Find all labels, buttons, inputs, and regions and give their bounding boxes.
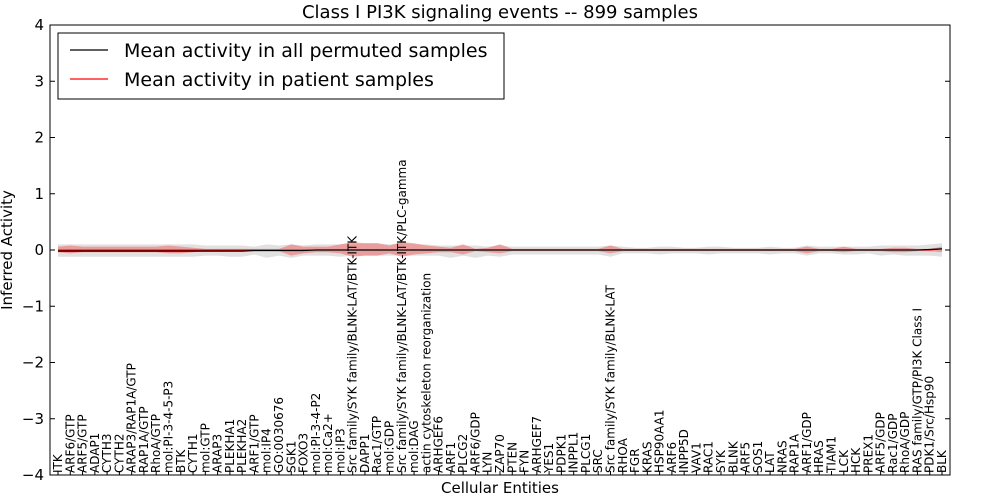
x-category-label: VAV1 <box>689 442 703 473</box>
x-category-label: BLK <box>935 449 949 473</box>
x-category-label: ARF6/GTP <box>63 414 77 473</box>
x-category-label: ITK <box>51 453 65 473</box>
x-category-label: SGK1 <box>284 441 298 473</box>
x-category-label: ARHGEF7 <box>530 416 544 473</box>
x-category-label: FGR <box>628 448 642 473</box>
legend-box <box>57 32 505 100</box>
x-category-label: Rac1/GDP <box>886 414 900 473</box>
x-category-label: INPPL1 <box>567 432 581 473</box>
x-category-label: YES1 <box>542 443 556 474</box>
x-category-label: CYTH2 <box>112 434 126 474</box>
y-tick-label: −2 <box>22 354 44 372</box>
x-category-label: Src family/SYK family/BLNK-LAT/BTK-ITK <box>346 235 360 473</box>
y-tick-label: −3 <box>22 410 44 428</box>
series-layer <box>58 248 943 252</box>
x-category-label: mol:IP3 <box>333 428 347 473</box>
y-tick-label: 1 <box>34 185 44 203</box>
x-category-label: PTEN <box>505 442 519 473</box>
x-category-label: SYK <box>714 449 728 473</box>
x-category-label: BTK <box>174 448 188 473</box>
x-category-label: HRAS <box>812 440 826 473</box>
x-category-label: mol:GTP <box>198 423 212 473</box>
x-category-label: ARAP3/RAP1A/GTP <box>125 363 139 473</box>
x-category-label: NRAS <box>775 440 789 473</box>
x-category-label: ZAP70 <box>493 434 507 473</box>
x-category-label: Src family/SYK family/BLNK-LAT/BTK-ITK/P… <box>395 159 409 473</box>
x-category-label: ARF5/GDP <box>874 412 888 473</box>
x-category-label: HCK <box>849 447 863 473</box>
y-tick-label: 2 <box>34 129 44 147</box>
x-category-label: mol:Ca2+ <box>321 413 335 473</box>
x-category-label: ARHGEF6 <box>432 416 446 473</box>
x-category-label: mol:IP4 <box>260 428 274 473</box>
x-category-label: LAT <box>763 451 777 473</box>
x-category-label: FYN <box>518 450 532 473</box>
x-category-label: actin cytoskeleton reorganization <box>419 273 433 473</box>
x-category-label: RhoA/GDP <box>898 412 912 473</box>
x-category-label: PDK1/Src/Hsp90 <box>923 376 937 473</box>
series-line-0 <box>58 248 943 252</box>
x-category-label: KRAS <box>640 441 654 473</box>
x-category-label: CYTH3 <box>100 434 114 474</box>
y-tick-label: 0 <box>34 241 44 259</box>
x-category-label: RHOA <box>616 437 630 473</box>
x-category-label: ARF1/GDP <box>800 412 814 473</box>
x-category-label: ARF6/GDP <box>468 412 482 473</box>
x-category-label: HSP90AA1 <box>653 409 667 473</box>
x-category-label: ARF1 <box>444 442 458 473</box>
x-category-label: RAS family/GTP/PI3K Class I <box>910 308 924 473</box>
x-category-label: CYTH1 <box>186 434 200 474</box>
x-category-label: GO:0030676 <box>272 397 286 473</box>
x-category-label: DAPP1 <box>358 434 372 473</box>
x-category-label: RAP1A <box>788 433 802 473</box>
x-category-label: ARF1/GTP <box>247 414 261 473</box>
x-category-label: FOXO3 <box>297 433 311 473</box>
y-tick-label: −4 <box>22 466 44 484</box>
x-category-label: BLNK <box>726 440 740 473</box>
x-category-label: Rac1/GTP <box>370 416 384 473</box>
legend-entry-patient: Mean activity in patient samples <box>124 69 434 91</box>
x-category-label: SRC <box>591 449 605 473</box>
x-category-label: LCK <box>837 449 851 473</box>
legend-entry-permuted: Mean activity in all permuted samples <box>124 40 487 62</box>
x-category-label: mol:PI-3-4-P2 <box>309 393 323 473</box>
y-axis: −4 −3 −2 −1 0 1 2 3 4 <box>22 16 950 484</box>
y-axis-label: Inferred Activity <box>0 190 16 310</box>
x-category-label: mol:GDP <box>383 421 397 473</box>
x-category-label: PLEKHA2 <box>235 419 249 473</box>
y-tick-label: 4 <box>34 16 44 34</box>
x-category-label: ARF6 <box>665 442 679 473</box>
x-category-label: mol:DAG <box>407 420 421 473</box>
x-axis-label: Cellular Entities <box>441 479 559 497</box>
y-tick-label: −1 <box>22 297 44 315</box>
x-category-label: TIAM1 <box>825 436 839 474</box>
x-category-label: PREX1 <box>861 434 875 473</box>
x-category-label: ADAP1 <box>88 433 102 473</box>
x-category-label: PLCG1 <box>579 434 593 473</box>
x-category-label: ARF5/GTP <box>76 414 90 473</box>
chart-title: Class I PI3K signaling events -- 899 sam… <box>302 2 698 23</box>
x-category-label: PLCG2 <box>456 434 470 473</box>
x-category-label: PLEKHA1 <box>223 419 237 473</box>
x-category-label: RAP1A/GTP <box>137 406 151 473</box>
x-category-label: RhoA/GTP <box>149 414 163 473</box>
x-category-label: LYN <box>481 452 495 473</box>
x-category-label: mol:PI-3-4-5-P3 <box>162 381 176 473</box>
x-category-label: PDPK1 <box>554 434 568 473</box>
plot-frame <box>49 24 951 476</box>
x-category-label: ARF5 <box>739 442 753 473</box>
x-category-label: SOS1 <box>751 441 765 473</box>
x-category-label: ARAP3 <box>211 434 225 473</box>
x-category-label: Src family/SYK family/BLNK-LAT <box>604 284 618 473</box>
x-category-label: RAC1 <box>702 441 716 473</box>
y-tick-label: 3 <box>34 72 44 90</box>
x-category-label: INPP5D <box>677 429 691 473</box>
x-axis: ITKARF6/GTPARF5/GTPADAP1CYTH3CYTH2ARAP3/… <box>51 159 949 475</box>
legend: Mean activity in all permuted samples Me… <box>57 32 505 100</box>
